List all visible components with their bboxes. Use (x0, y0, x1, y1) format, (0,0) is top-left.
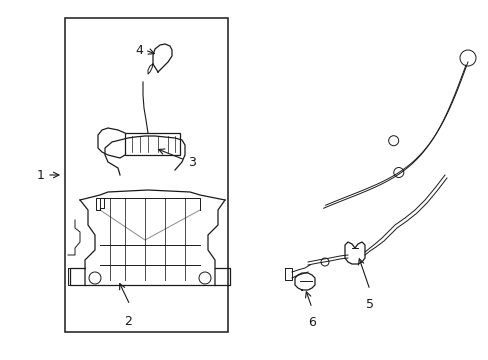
Text: 1: 1 (37, 168, 45, 181)
Text: 6: 6 (307, 316, 315, 329)
Bar (125, 133, 180, 155)
Text: 3: 3 (187, 156, 196, 168)
Text: 5: 5 (365, 298, 373, 311)
Text: 4: 4 (135, 44, 142, 57)
Text: 2: 2 (124, 315, 132, 328)
Bar (65, 18, 227, 332)
